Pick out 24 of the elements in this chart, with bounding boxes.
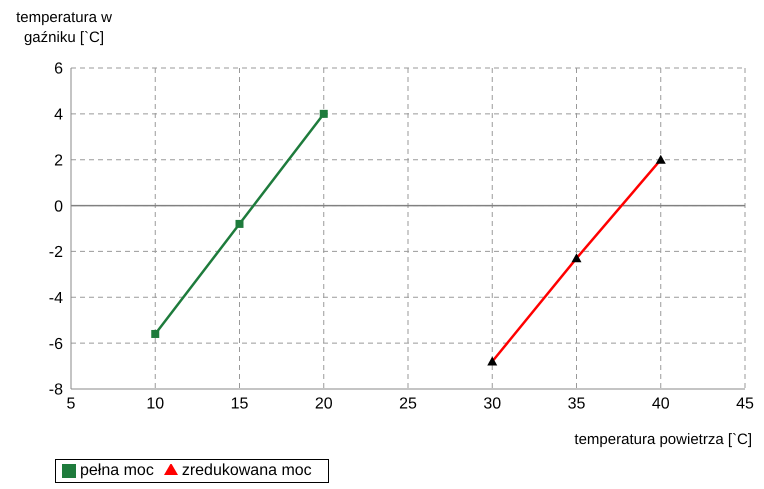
legend-label: pełna moc [80,462,154,479]
point [151,330,160,338]
x-tick-label: 45 [736,395,754,412]
y-tick-label: 4 [54,106,64,124]
x-tick-label: 20 [314,395,333,412]
y-tick-label: 6 [54,60,64,78]
y-tick-label: 2 [54,152,64,170]
x-tick-label: 35 [568,395,586,412]
x-tick-label: 5 [66,395,76,412]
y-tick-label: 0 [54,198,64,216]
y-axis-title: temperatura w gaźniku [`C] [15,8,113,48]
x-tick-label: 30 [483,395,502,412]
y-tick-label: -2 [48,244,64,262]
x-tick-label: 10 [146,395,164,412]
legend-label: zredukowana moc [182,462,312,479]
y-tick-label: -6 [48,336,64,353]
y-tick-label: -8 [48,382,64,399]
point [236,220,244,228]
x-tick-label: 40 [652,395,670,412]
y-tick-label: -4 [48,290,64,307]
x-axis-title: temperatura powietrza [`C] [574,431,752,448]
point [320,110,328,118]
x-tick-label: 25 [399,395,417,412]
x-tick-label: 15 [230,395,248,412]
